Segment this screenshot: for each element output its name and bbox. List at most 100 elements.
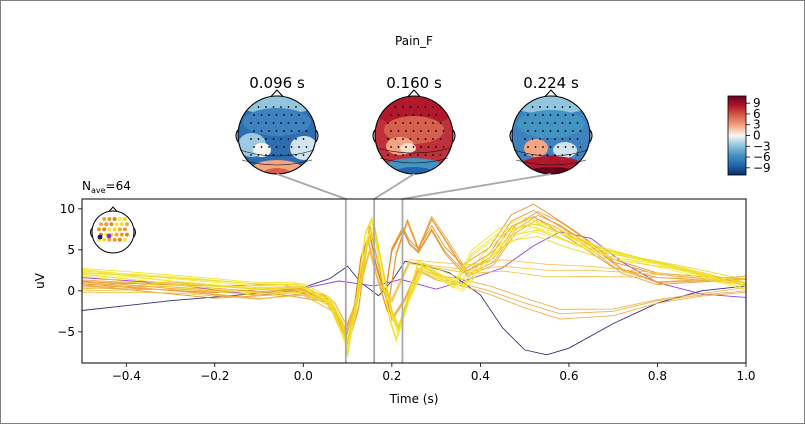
- sensor-dot: [295, 122, 297, 124]
- sensor-dot: [531, 154, 534, 156]
- sensor-dot: [424, 106, 427, 108]
- sensor-dot: [576, 154, 579, 156]
- sensor-dot: [280, 106, 282, 108]
- sensor-dot: [561, 138, 564, 140]
- sensor-dot: [539, 138, 541, 140]
- sensor-dot: [412, 146, 415, 148]
- sensor-dot: [435, 114, 437, 116]
- x-tick-label-3: 0.2: [382, 369, 401, 383]
- sensor-dot: [302, 154, 305, 156]
- sensor-dot: [290, 146, 293, 148]
- topomap-connectors: [276, 173, 552, 200]
- sensor-dot: [439, 122, 442, 124]
- series-line-7-1: [82, 225, 746, 351]
- inset-sensor-dot: [114, 222, 119, 227]
- sensor-dot: [405, 130, 407, 132]
- sensor-dot: [390, 146, 392, 148]
- sensor-dot: [417, 154, 419, 156]
- sensor-dot: [250, 138, 252, 140]
- sensor-dot: [265, 106, 267, 108]
- sensor-dot: [387, 138, 389, 140]
- inset-sensor-dot: [114, 232, 119, 237]
- sensor-dot: [280, 154, 282, 156]
- sensor-dot: [549, 130, 552, 132]
- sensor-dot: [390, 130, 392, 132]
- sensor-dot: [542, 130, 544, 132]
- y-tick-label-3: −5: [57, 325, 75, 339]
- plot-frame: [81, 198, 747, 364]
- y-tick-label-0: 10: [60, 202, 75, 216]
- series-line-5-1: [82, 250, 746, 332]
- sensor-dot: [439, 154, 442, 156]
- sensor-dot: [546, 138, 549, 140]
- y-tick-label-1: 5: [67, 243, 75, 257]
- series-line-4-2: [82, 224, 746, 345]
- sensor-dot: [427, 130, 430, 132]
- inset-sensor-dot: [117, 217, 122, 221]
- sensor-dot: [420, 146, 422, 148]
- sensor-dot: [527, 130, 529, 132]
- inset-sensor-dot: [112, 237, 117, 242]
- sensor-dot: [283, 146, 285, 148]
- sensor-dot: [394, 106, 397, 108]
- sensor-dot: [295, 138, 297, 140]
- x-tick-label-2: 0.0: [294, 369, 313, 383]
- sensor-dot: [302, 122, 305, 124]
- topomap-time-label-1: 0.160 s: [386, 74, 442, 92]
- sensor-dot: [534, 114, 537, 116]
- nave-label: N: [82, 179, 91, 193]
- sensor-dot: [554, 122, 556, 124]
- sensor-dot: [405, 146, 407, 148]
- x-tick-label-7: 1.0: [736, 369, 755, 383]
- sensor-dot: [295, 106, 297, 108]
- sensor-dot: [305, 130, 308, 132]
- sensor-dot: [531, 138, 534, 140]
- sensor-dot: [527, 146, 529, 148]
- sensor-dot: [260, 146, 263, 148]
- inset-sensor-dot: [107, 237, 112, 242]
- sensor-dot: [253, 114, 255, 116]
- inset-sensor-dot: [106, 233, 112, 239]
- sensor-dot: [561, 154, 564, 156]
- sensor-dot: [435, 130, 437, 132]
- sensor-dot: [564, 114, 567, 116]
- sensor-dot: [272, 138, 275, 140]
- inset-sensor-dot: [97, 234, 103, 240]
- sensor-dot: [394, 154, 397, 156]
- inset-sensor-dot: [102, 227, 107, 232]
- sensor-dot: [572, 130, 574, 132]
- sensor-dot: [432, 138, 434, 140]
- sensor-dot: [290, 130, 293, 132]
- series-line-8-2: [82, 223, 746, 341]
- sensor-dot: [260, 114, 263, 116]
- sensor-dot: [534, 130, 537, 132]
- figure-title: Pain_F: [395, 34, 433, 48]
- sensor-dot: [295, 154, 297, 156]
- sensor-dot: [417, 106, 419, 108]
- sensor-dot: [424, 122, 427, 124]
- colorbar-tick-label-6: −9: [753, 161, 771, 175]
- inset-sensor-dot: [97, 227, 101, 232]
- sensor-dot: [572, 114, 574, 116]
- inset-sensor-dot: [125, 232, 129, 237]
- sensor-dot: [272, 154, 275, 156]
- sensor-dot: [390, 114, 392, 116]
- sensor-dot: [424, 138, 427, 140]
- sensor-dot: [579, 130, 582, 132]
- sensor-dot: [283, 114, 285, 116]
- sensor-dot: [260, 130, 263, 132]
- sensor-dot: [253, 146, 255, 148]
- sensor-dot: [409, 122, 412, 124]
- sensor-dot: [561, 122, 564, 124]
- inset-sensor-dot: [125, 222, 129, 227]
- sensor-dot: [417, 138, 419, 140]
- sensor-dot: [435, 146, 437, 148]
- sensor-dot: [579, 146, 582, 148]
- sensor-dot: [531, 106, 534, 108]
- sensor-dot: [283, 130, 285, 132]
- sensor-dot: [564, 146, 567, 148]
- sensor-dot: [442, 130, 445, 132]
- series-line-7-2: [82, 221, 746, 348]
- sensor-dot: [275, 130, 278, 132]
- inset-sensor-dot: [123, 237, 127, 242]
